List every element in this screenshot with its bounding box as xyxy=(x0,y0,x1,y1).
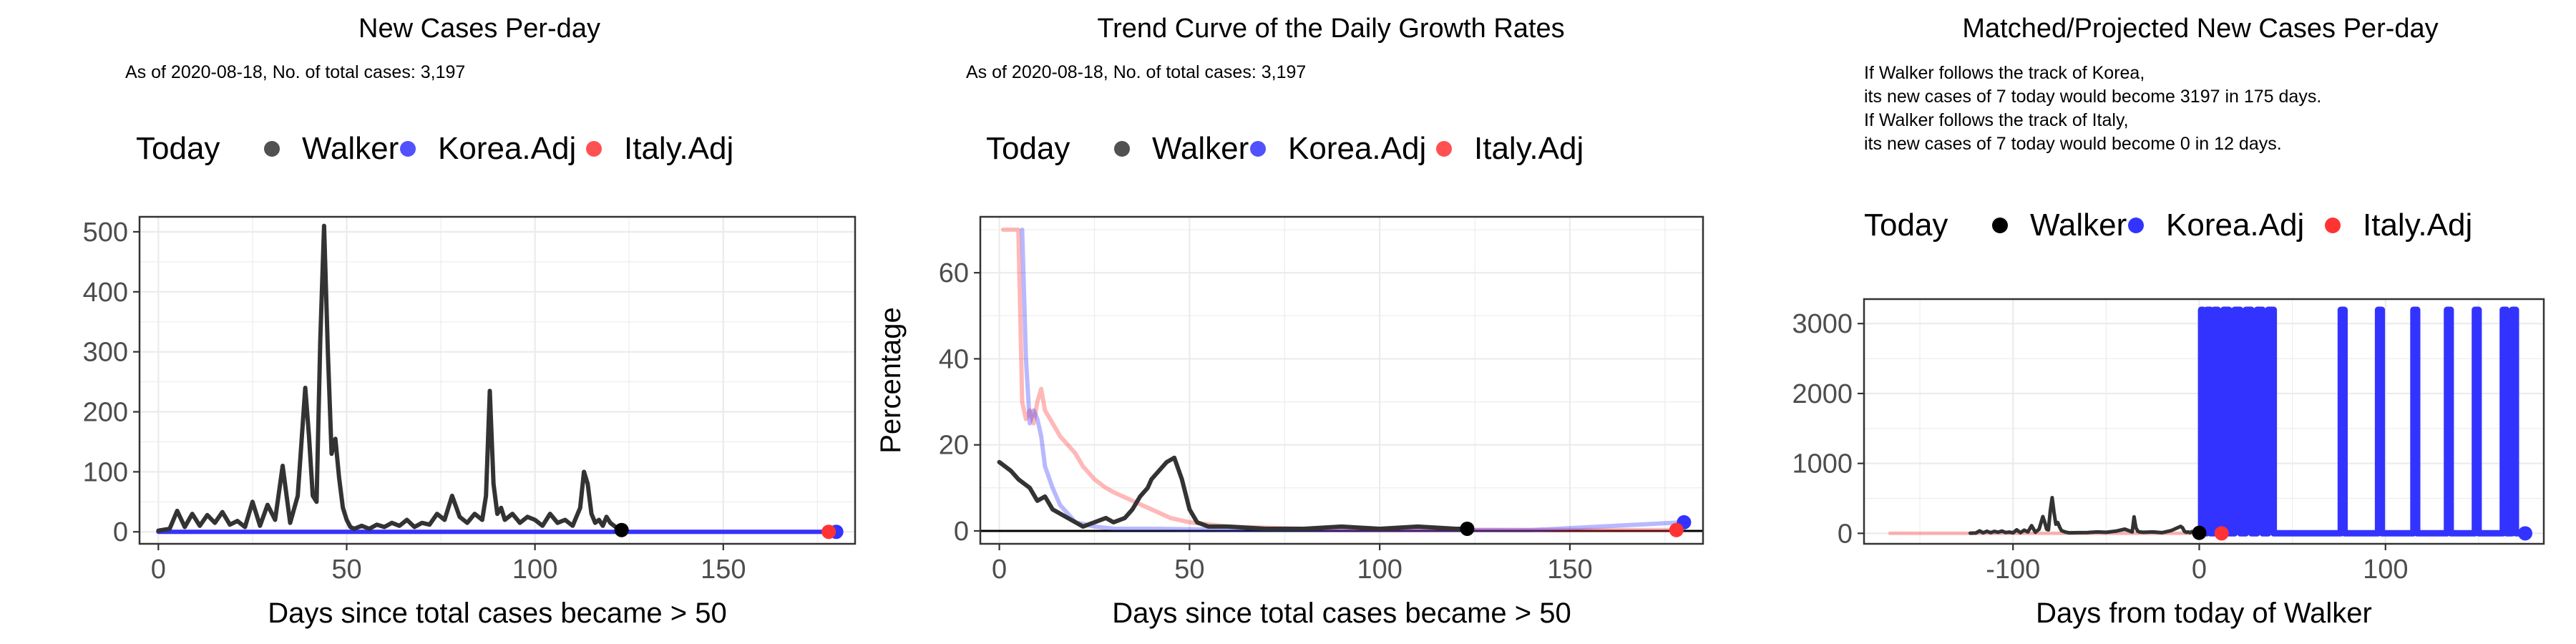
legend-label-korea-adj: Korea.Adj xyxy=(2166,208,2304,243)
y-tick-label: 200 xyxy=(83,398,128,428)
legend-label-walker: Walker xyxy=(2030,208,2127,243)
y-tick-label: 1000 xyxy=(1792,449,1853,479)
today-point-korea-adj xyxy=(2517,526,2532,541)
legend-title: Today xyxy=(1864,208,1948,243)
x-tick-label: 0 xyxy=(151,555,166,585)
chart-title: Matched/Projected New Cases Per-day xyxy=(1962,14,2438,44)
legend-key-italy-adj xyxy=(586,141,602,157)
legend-title: Today xyxy=(136,131,220,166)
grid xyxy=(980,217,1703,544)
series-line-walker xyxy=(997,455,1470,531)
legend-title: Today xyxy=(986,131,1070,166)
chart-title: Trend Curve of the Daily Growth Rates xyxy=(1097,14,1564,44)
y-tick-label: 0 xyxy=(113,517,128,547)
legend-key-italy-adj xyxy=(2325,218,2341,233)
x-tick-label: 0 xyxy=(2192,555,2207,585)
legend-key-walker xyxy=(1992,218,2008,233)
y-tick-label: 40 xyxy=(939,344,969,374)
legend-key-korea-adj xyxy=(1250,141,1266,157)
series-line-walker xyxy=(1968,496,2201,535)
series-line-korea-adj xyxy=(2196,306,2529,537)
series-layer xyxy=(156,223,839,535)
x-tick-label: 100 xyxy=(2363,555,2408,585)
chart-note: If Walker follows the track of Italy, xyxy=(1864,110,2129,130)
grid xyxy=(140,217,855,544)
series-line-korea-adj xyxy=(1020,228,1687,532)
x-tick-label: 150 xyxy=(1547,555,1592,585)
x-tick-label: 0 xyxy=(992,555,1007,585)
panel-border xyxy=(979,215,1704,545)
today-point-walker xyxy=(2192,525,2207,540)
x-tick-label: 150 xyxy=(701,555,746,585)
y-tick-label: 3000 xyxy=(1792,309,1853,339)
legend-key-walker xyxy=(1114,141,1130,157)
y-tick-label: 0 xyxy=(954,517,969,547)
legend: Today Walker Korea.Adj Italy.Adj xyxy=(986,131,1584,166)
legend-key-korea-adj xyxy=(2128,218,2144,233)
today-point-italy-adj xyxy=(2214,526,2229,541)
series-line-italy-adj xyxy=(1000,228,1679,532)
chart-subtitle: As of 2020-08-18, No. of total cases: 3,… xyxy=(125,62,465,82)
today-point-walker xyxy=(614,522,629,537)
chart-3: Matched/Projected New Cases Per-day If Wa… xyxy=(1792,14,2545,629)
y-tick-label: 60 xyxy=(939,258,969,288)
x-tick-label: -100 xyxy=(1986,555,2040,585)
legend-label-italy-adj: Italy.Adj xyxy=(1474,131,1584,166)
x-axis-label: Days since total cases became > 50 xyxy=(1112,597,1571,629)
series-layer xyxy=(997,228,1687,532)
x-tick-label: 50 xyxy=(331,555,361,585)
chart-2: Trend Curve of the Daily Growth Rates As … xyxy=(875,14,1704,629)
chart-note: its new cases of 7 today would become 0 … xyxy=(1864,134,2282,154)
y-axis-label: Percentage xyxy=(875,307,907,454)
x-axis-label: Days from today of Walker xyxy=(2036,597,2372,629)
legend: Today Walker Korea.Adj Italy.Adj xyxy=(1864,208,2472,243)
chart-1: New Cases Per-day As of 2020-08-18, No. o… xyxy=(83,14,857,629)
x-axis-label: Days since total cases became > 50 xyxy=(268,597,726,629)
panel-border xyxy=(1863,298,2545,545)
legend-key-italy-adj xyxy=(1436,141,1452,157)
chart-note: its new cases of 7 today would become 31… xyxy=(1864,87,2321,107)
y-tick-label: 20 xyxy=(939,431,969,461)
x-tick-label: 100 xyxy=(1357,555,1402,585)
y-tick-label: 0 xyxy=(1838,519,1853,549)
y-tick-label: 500 xyxy=(83,218,128,248)
legend-label-korea-adj: Korea.Adj xyxy=(438,131,576,166)
today-point-walker xyxy=(1460,521,1475,536)
y-tick-label: 2000 xyxy=(1792,379,1853,409)
legend-key-korea-adj xyxy=(400,141,416,157)
legend-label-korea-adj: Korea.Adj xyxy=(1288,131,1426,166)
series-layer xyxy=(1888,306,2529,537)
legend-label-walker: Walker xyxy=(302,131,399,166)
legend-label-italy-adj: Italy.Adj xyxy=(624,131,733,166)
today-point-italy-adj xyxy=(821,525,836,540)
y-tick-label: 100 xyxy=(83,457,128,487)
legend-key-walker xyxy=(264,141,280,157)
chart-note: If Walker follows the track of Korea, xyxy=(1864,63,2145,83)
legend-label-italy-adj: Italy.Adj xyxy=(2363,208,2472,243)
panel-border xyxy=(138,215,857,545)
x-tick-label: 50 xyxy=(1174,555,1204,585)
y-tick-label: 300 xyxy=(83,338,128,368)
series-line-walker xyxy=(156,223,624,533)
chart-title: New Cases Per-day xyxy=(358,14,600,44)
chart-subtitle: As of 2020-08-18, No. of total cases: 3,… xyxy=(966,62,1306,82)
y-tick-label: 400 xyxy=(83,278,128,308)
x-tick-label: 100 xyxy=(512,555,557,585)
legend-label-walker: Walker xyxy=(1152,131,1249,166)
legend: Today Walker Korea.Adj Italy.Adj xyxy=(136,131,733,166)
today-point-italy-adj xyxy=(1669,522,1684,537)
